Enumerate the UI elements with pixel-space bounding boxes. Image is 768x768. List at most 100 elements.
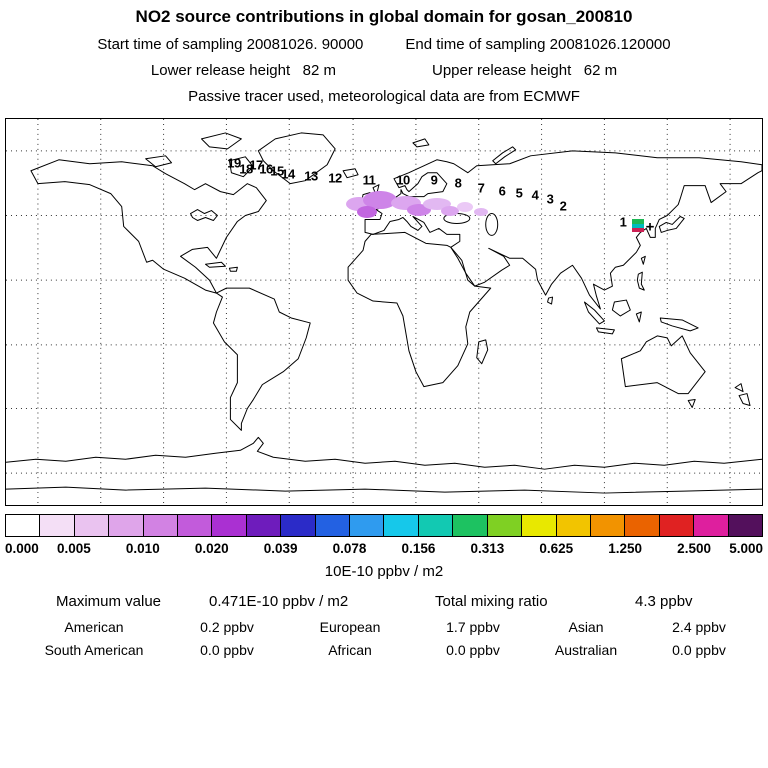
- novaya-zemlya-outline: [492, 146, 517, 165]
- trajectory-hour-label: 8: [454, 175, 462, 191]
- tasmania-outline: [687, 399, 696, 409]
- source-contribution-plume: [632, 219, 644, 224]
- region-value: 0.0 ppbv: [672, 642, 726, 658]
- trajectory-hour-label: 17: [249, 157, 263, 173]
- colorbar: [5, 514, 763, 537]
- trajectory-hour-label: 1: [619, 214, 627, 230]
- map-overlay: 19 18 17 16 15 14 13 12 11 10 9 8 7 6 5 4 3 2 1 +: [6, 119, 762, 505]
- iceland-outline: [342, 168, 359, 179]
- colorbar-tick-label: 1.250: [608, 541, 643, 556]
- greenland-outline: [257, 132, 336, 185]
- colorbar-cell: [212, 515, 247, 536]
- colorbar-cell: [418, 515, 454, 536]
- region-label: European: [319, 619, 381, 635]
- colorbar-tick-label: 0.039: [263, 541, 298, 556]
- colorbar-tick-label: 0.313: [470, 541, 505, 556]
- trajectory-hour-label: 9: [430, 172, 438, 188]
- upper-release-text: Upper release height 62 m: [432, 62, 618, 79]
- colorbar-cell: [74, 515, 110, 536]
- start-time-text: Start time of sampling 20081026. 90000: [97, 36, 364, 53]
- trajectory-hour-label: 10: [396, 172, 410, 188]
- region-value: 0.0 ppbv: [446, 642, 500, 658]
- source-contribution-plume: [632, 224, 644, 228]
- arctic-island: [228, 156, 254, 178]
- colorbar-cell: [453, 515, 488, 536]
- trajectory-hour-label: 15: [270, 163, 284, 179]
- sampling-time-line: Start time of sampling 20081026. 90000 E…: [0, 36, 768, 53]
- arctic-island: [145, 155, 173, 168]
- arctic-island: [200, 132, 242, 150]
- region-value: 0.2 ppbv: [200, 619, 254, 635]
- antarctica-inner-line: [6, 486, 762, 494]
- trajectory-hour-label: 5: [515, 185, 523, 201]
- source-contribution-plume: [632, 228, 644, 232]
- colorbar-tick-label: 2.500: [677, 541, 711, 556]
- trajectory-hour-label: 2: [559, 198, 567, 214]
- taiwan-outline: [640, 255, 646, 265]
- region-label: South American: [44, 642, 144, 658]
- colorbar-cell: [315, 515, 351, 536]
- source-contribution-plume: [441, 206, 459, 216]
- colorbar-labels: 0.000 0.005 0.010 0.020 0.039 0.078 0.156 0.313…: [5, 541, 763, 558]
- india-sri-lanka: [547, 296, 554, 305]
- tracer-note-text: Passive tracer used, meteorological data…: [188, 88, 580, 105]
- world-map: 19 18 17 16 15 14 13 12 11 10 9 8 7 6 5 4 3 2 1 +: [5, 118, 763, 506]
- australia-outline: [620, 335, 706, 395]
- svalbard-outline: [412, 138, 430, 148]
- colorbar-cell: [694, 515, 729, 536]
- south-america-outline: [212, 287, 311, 431]
- contributions-row-1: American 0.2 ppbv European 1.7 ppbv Asia…: [19, 619, 749, 635]
- colorbar-cell: [6, 515, 41, 536]
- source-contribution-plume: [357, 206, 377, 218]
- trajectory-hour-label: 11: [362, 172, 376, 188]
- trajectory-hour-label: 18: [239, 161, 253, 177]
- eurasia-outline: [364, 150, 762, 310]
- max-value-label: Maximum value: [56, 593, 162, 610]
- cuba-outline: [204, 261, 226, 268]
- trajectory-hour-label: 3: [546, 191, 554, 207]
- colorbar-tick-label: 0.156: [401, 541, 436, 556]
- region-label: Asian: [568, 619, 604, 635]
- java-outline: [595, 327, 615, 335]
- colorbar-cell: [384, 515, 419, 536]
- trajectory-hour-label: 6: [498, 183, 506, 199]
- north-america-outline: [30, 159, 267, 294]
- trajectory-hour-label: 4: [531, 187, 539, 203]
- borneo-outline: [611, 299, 631, 317]
- colorbar-cell: [143, 515, 179, 536]
- sumatra-outline: [583, 301, 605, 325]
- colorbar-tick-label: 0.020: [194, 541, 229, 556]
- colorbar-cell: [350, 515, 385, 536]
- madagascar-outline: [476, 339, 489, 365]
- new-guinea-outline: [659, 317, 699, 332]
- region-value: 1.7 ppbv: [446, 619, 500, 635]
- caspian-sea: [485, 213, 499, 236]
- colorbar-cell: [281, 515, 316, 536]
- source-contribution-plume: [474, 208, 488, 216]
- region-value: 2.4 ppbv: [672, 619, 726, 635]
- region-label: Australian: [554, 642, 618, 658]
- colorbar-tick-label: 0.010: [125, 541, 160, 556]
- region-label: American: [64, 619, 124, 635]
- trajectory-hour-label: 12: [328, 170, 342, 186]
- great-lakes: [190, 209, 218, 221]
- colorbar-cell: [556, 515, 591, 536]
- colorbar-cell: [728, 515, 762, 536]
- tracer-note-line: Passive tracer used, meteorological data…: [0, 88, 768, 105]
- lower-release-text: Lower release height 82 m: [150, 62, 336, 79]
- colorbar-unit: 10E-10 ppbv / m2: [324, 563, 444, 580]
- trajectory-hour-label: 19: [227, 155, 241, 171]
- new-zealand-outline: [734, 383, 744, 393]
- japan-outline: [658, 215, 685, 233]
- new-zealand-outline: [738, 393, 751, 407]
- trajectory-hour-label: 16: [259, 161, 273, 177]
- colorbar-cell: [246, 515, 282, 536]
- colorbar-cell: [178, 515, 213, 536]
- trajectory-hour-label: 13: [304, 168, 318, 184]
- trajectory-hour-label: 7: [477, 180, 485, 196]
- colorbar-cell: [40, 515, 75, 536]
- colorbar-tick-label: 0.005: [57, 541, 91, 556]
- hispaniola-outline: [228, 266, 238, 272]
- colorbar-tick-label: 0.078: [332, 541, 367, 556]
- colorbar-cell: [109, 515, 144, 536]
